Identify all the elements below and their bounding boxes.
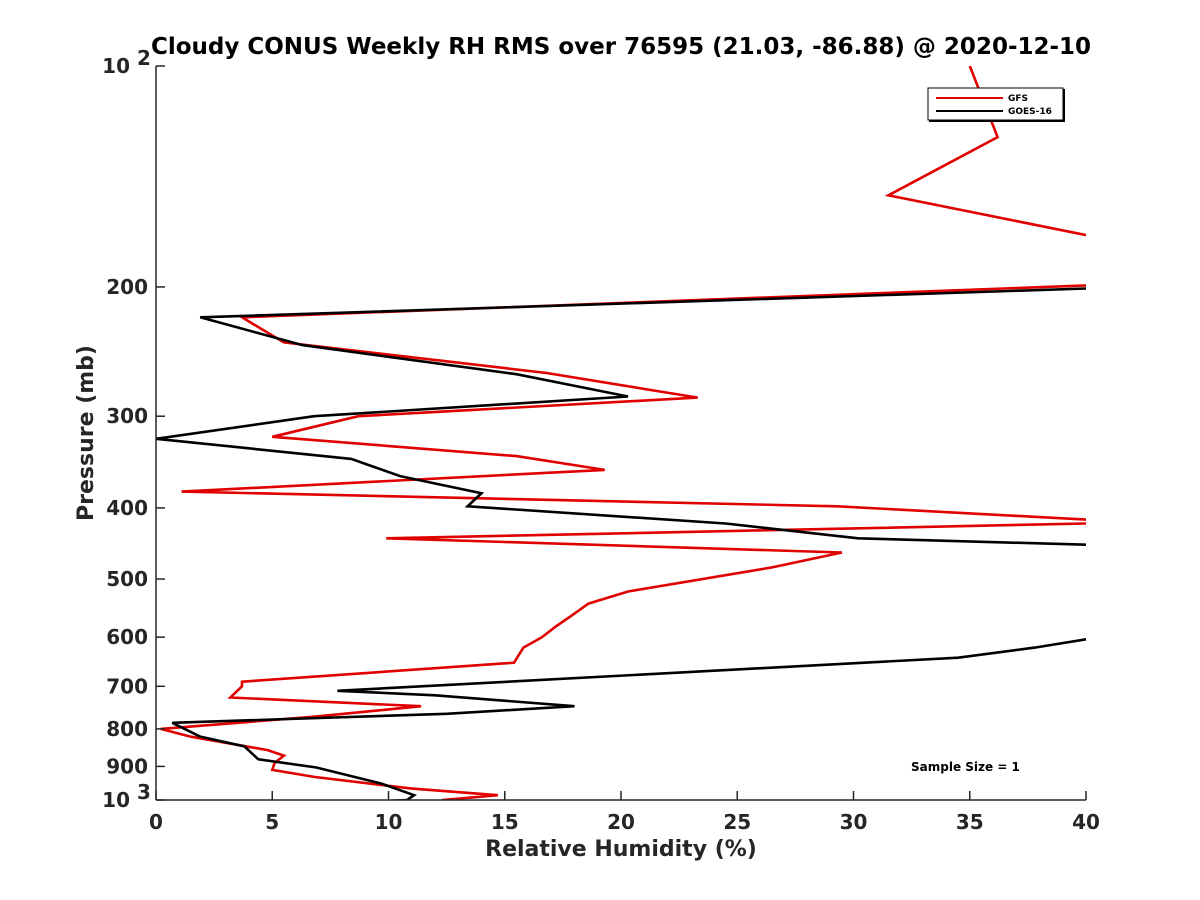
series-layer <box>156 66 1086 800</box>
x-tick-label: 30 <box>840 810 868 834</box>
x-tick-label: 40 <box>1072 810 1100 834</box>
x-tick-label: 35 <box>956 810 984 834</box>
x-tick-label: 10 <box>375 810 403 834</box>
y-tick-exponent: 2 <box>137 46 151 70</box>
y-tick-label: 800 <box>106 717 148 741</box>
y-tick-label: 600 <box>106 625 148 649</box>
y-tick-label: 700 <box>106 674 148 698</box>
legend-label-goes16: GOES-16 <box>1008 107 1052 117</box>
y-tick-label: 300 <box>106 404 148 428</box>
x-tick-label: 15 <box>491 810 519 834</box>
y-tick-label: 10 <box>102 788 130 812</box>
y-tick-exponent: 3 <box>137 780 151 804</box>
y-tick-label: 900 <box>106 754 148 778</box>
x-tick-label: 0 <box>149 810 163 834</box>
y-tick-label: 10 <box>102 54 130 78</box>
y-axis-title: Pressure (mb) <box>74 345 99 521</box>
legend: GFS GOES-16 <box>927 87 1065 122</box>
legend-label-gfs: GFS <box>1008 94 1028 104</box>
series-line-goes-16 <box>156 287 1086 800</box>
legend-shadow-right <box>1063 89 1065 122</box>
y-tick-label: 200 <box>106 275 148 299</box>
legend-shadow-bottom <box>929 120 1065 122</box>
x-ticks: 0 5 10 15 20 25 30 35 40 <box>149 791 1100 834</box>
y-ticks: 10 2 200 300 400 500 600 700 800 900 10 3 <box>102 46 165 812</box>
x-tick-label: 25 <box>723 810 751 834</box>
y-tick-label: 500 <box>106 567 148 591</box>
legend-box <box>927 87 1064 121</box>
x-tick-label: 5 <box>265 810 279 834</box>
x-axis-title: Relative Humidity (%) <box>485 837 757 862</box>
x-tick-label: 20 <box>607 810 635 834</box>
plot-area <box>156 66 1086 800</box>
chart-title: Cloudy CONUS Weekly RH RMS over 76595 (2… <box>151 34 1091 60</box>
y-tick-label: 400 <box>106 496 148 520</box>
sample-size-annotation: Sample Size = 1 <box>911 760 1020 774</box>
